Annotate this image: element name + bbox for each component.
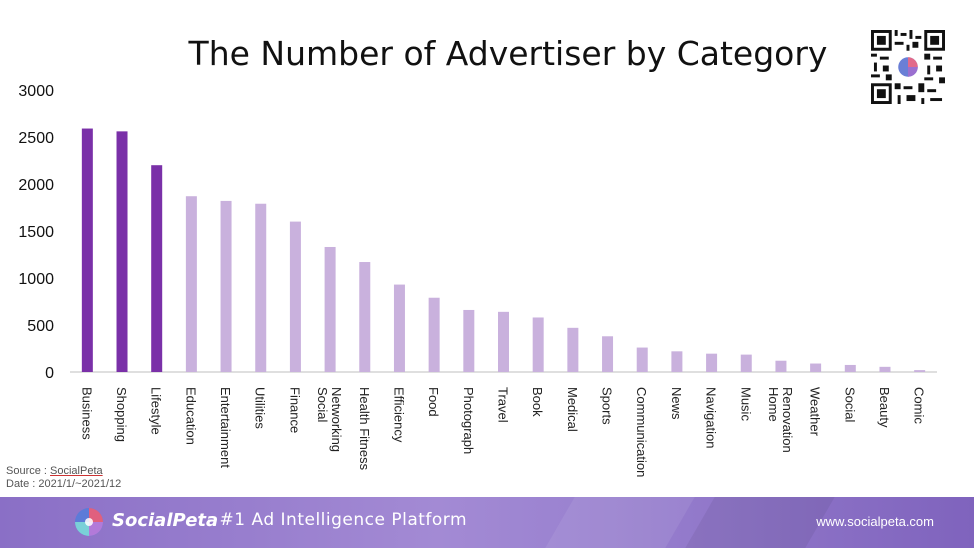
date-value: 2021/1/~2021/12 [38,478,122,490]
bar-weather [810,363,822,372]
x-tick-label: Utilities [253,387,268,429]
bar-lifestyle [151,165,163,372]
x-axis-labels: Business Shopping Lifestyle Education Entert… [79,387,926,477]
qr-code-icon [871,30,945,104]
bar-home-renovation [775,360,787,372]
bar-travel [498,311,509,372]
y-tick-label: 1500 [18,224,54,241]
bar-utilities [255,203,267,372]
footer-url[interactable]: www.socialpeta.com [816,514,934,529]
y-tick-label: 2500 [18,130,54,147]
bar-food [428,297,440,372]
bar-book [532,317,544,372]
bar-shopping [116,131,128,372]
source-value: SocialPeta [50,465,103,477]
bar-entertainment [220,200,232,372]
bars [81,128,926,372]
bar-social [844,364,856,372]
socialpeta-logo-icon [75,508,103,536]
y-tick-label: 1000 [18,271,54,288]
x-tick-label: Efficiency [391,387,406,443]
bar-comic [914,370,926,372]
x-tick-label: Travel [496,387,511,423]
x-tick-label: Lifestyle [149,387,164,435]
bar-efficiency [393,284,405,372]
x-tick-label: Medical [565,387,580,432]
footer-banner: SocialPeta - #1 Ad Intelligence Platform… [0,497,974,548]
bar-medical [567,327,579,372]
bar-education [185,196,197,372]
bar-chart: 0 500 1000 1500 2000 2500 3000 Business Shoppin… [18,83,937,477]
x-tick-label: Communication [634,387,649,477]
source-label: Source : [6,465,51,477]
x-tick-label: Finance [287,387,302,433]
bar-finance [289,221,301,372]
x-tick-label: Sports [600,387,615,425]
x-tick-label: Education [183,387,198,445]
y-tick-label: 500 [27,318,54,335]
x-tick-label: Navigation [704,387,719,448]
x-tick-label: Shopping [114,387,129,442]
x-tick-label: News [669,387,684,420]
bar-social-networking [324,246,336,372]
x-tick-label: HomeRenovation [766,387,795,453]
source-note: Source : SocialPeta Date : 2021/1/~2021/… [6,465,121,491]
x-tick-label: SocialNetworking [315,387,344,452]
x-tick-label: Beauty [877,387,892,428]
x-tick-label: Book [530,387,545,417]
x-tick-label: Social [842,387,857,423]
y-tick-label: 2000 [18,177,54,194]
x-tick-label: Comic [912,387,927,424]
bar-music [740,354,752,372]
chart-title: The Number of Advertiser by Category [188,34,828,73]
bar-navigation [706,353,718,372]
y-tick-label: 3000 [18,83,54,100]
x-tick-label: Entertainment [218,387,233,468]
footer-tagline: - #1 Ad Intelligence Platform [207,510,468,530]
y-tick-label: 0 [45,365,54,382]
x-tick-label: Food [426,387,441,417]
bar-business [81,128,93,372]
y-axis: 0 500 1000 1500 2000 2500 3000 [18,83,54,382]
bar-health-fitness [359,262,371,372]
bar-beauty [879,366,891,372]
date-label: Date : [6,478,39,490]
x-tick-label: Photograph [461,387,476,454]
x-tick-label: Business [79,387,94,440]
bar-news [671,351,683,372]
footer-brand: SocialPeta [112,510,219,531]
bar-photograph [463,309,475,372]
x-tick-label: Weather [808,387,823,437]
x-tick-label: Music [738,387,753,421]
bar-communication [636,347,648,372]
bar-sports [602,336,614,372]
x-tick-label: Health Fitness [357,387,372,471]
